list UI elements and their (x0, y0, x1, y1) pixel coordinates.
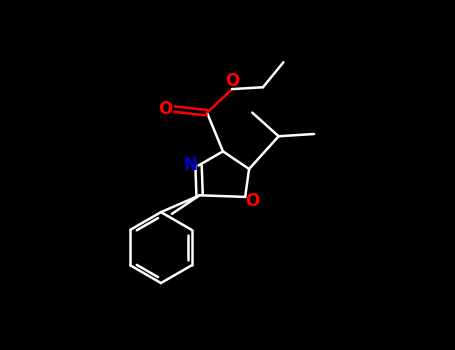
Text: O: O (245, 191, 259, 210)
Text: O: O (158, 100, 172, 118)
Text: N: N (183, 155, 197, 174)
Text: O: O (225, 72, 239, 90)
